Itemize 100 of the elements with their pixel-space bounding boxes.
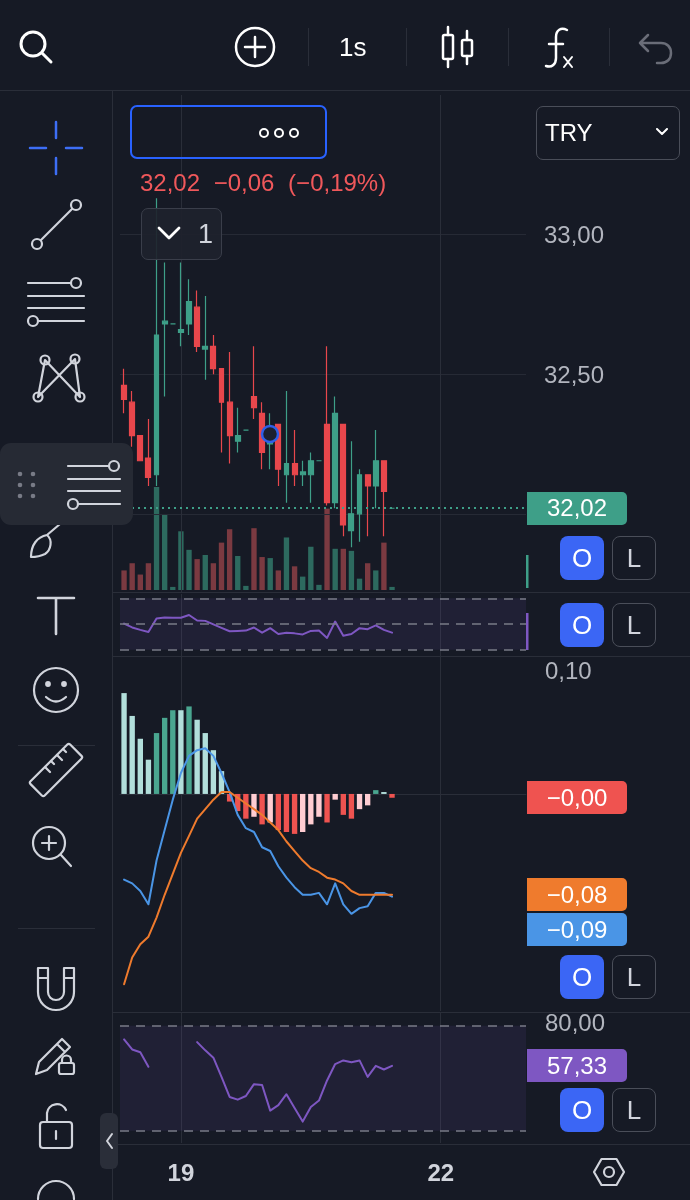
text: 80,00 [545,1009,606,1036]
candlestick [307,451,315,504]
candlestick [299,460,307,487]
toggle-button: L [612,955,656,999]
toggle-button: O [560,1088,604,1132]
annotation: 32,02 −0,06 (−0,19%) [140,169,387,196]
toggle-button: O [560,955,604,999]
candlestick [193,289,201,353]
candlestick [364,474,372,537]
candlestick [144,418,152,487]
bar [324,793,330,823]
bar [170,710,176,794]
bar [259,793,265,825]
bar [235,556,241,590]
bar [202,554,208,590]
bar [340,548,346,590]
candlestick [177,261,185,347]
toggle-button: L [612,603,656,647]
bar [291,566,298,590]
candlestick [185,278,193,336]
bar [348,793,355,819]
bar [316,793,322,817]
bar [373,790,379,794]
text: 0,10 [545,657,592,684]
candlestick [128,390,136,448]
bar [129,563,135,590]
bar [316,584,322,590]
bar [218,542,225,590]
bar [291,793,298,834]
bar [308,793,314,825]
bar [356,578,363,590]
bar [389,793,395,798]
bar [364,563,371,590]
label-tag: −0,08 [527,878,627,912]
label-tag: −0,09 [527,913,627,947]
bar [243,793,249,819]
bar [194,559,200,590]
collapse-button: 1 [141,208,222,260]
toggle-button: O [560,603,604,647]
label-tag: 57,33 [527,1049,627,1083]
candlestick [136,435,144,462]
bar [300,793,306,832]
bar [283,793,290,832]
bar [210,563,217,590]
bar [121,570,127,590]
bar [137,574,143,590]
toggle-button: L [612,536,656,580]
bar [275,793,282,831]
label-tag: 32,02 [527,491,627,525]
bar [340,793,346,815]
candlestick [291,429,299,487]
bar [373,570,379,590]
bar [161,514,168,590]
candlestick [120,368,128,414]
dropdown: TRY [536,106,680,160]
bar [332,548,338,590]
bar [186,706,192,794]
bar [243,585,249,590]
candlestick [226,351,234,465]
bar [178,531,184,590]
bar [332,793,338,800]
candlestick [201,295,209,381]
ref-line-label: 32,02 [546,494,608,522]
bar [121,693,127,794]
bar [348,550,355,590]
bar [251,528,257,590]
bar [389,586,395,590]
bar [137,738,143,794]
bar [267,558,273,590]
candlestick [323,345,331,507]
y-tick-label: 33,00 [544,221,605,249]
bar [202,733,208,794]
candlestick [153,197,160,487]
x-tick-label: 22 [427,1158,455,1186]
candlestick [234,407,242,453]
bar [161,717,168,794]
bar [300,576,306,590]
bar [153,733,160,794]
candlestick [161,261,169,398]
bar [153,487,160,590]
bar [381,542,387,590]
y-tick-label: 32,50 [544,360,605,388]
bar [275,570,282,590]
bar [145,563,152,590]
bar [364,793,371,806]
bar [194,719,200,794]
bar [259,557,265,590]
candlestick [209,334,217,375]
toggle-button: O [560,536,604,580]
candlestick [283,390,290,504]
bar [186,549,192,590]
bar [129,715,135,794]
annotation: 1 [198,219,214,249]
label-tag: −0,00 [527,781,627,815]
candlestick [218,368,225,453]
toggle-button: L [612,1088,656,1132]
bar [308,546,314,590]
bar [226,529,233,590]
bar [145,759,152,794]
bar [178,710,184,794]
